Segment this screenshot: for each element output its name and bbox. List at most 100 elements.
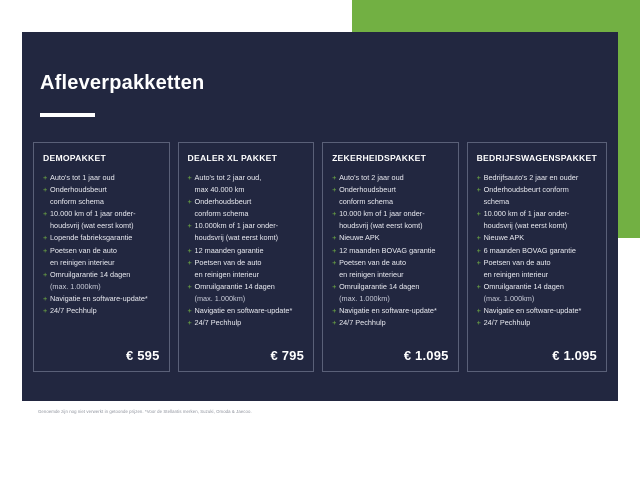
package-feature-item: + Poetsen van de auto — [332, 257, 449, 269]
package-feature-label: (max. 1.000km) — [194, 293, 246, 303]
plus-icon: + — [332, 293, 339, 305]
package-feature-label: Lopende fabrieksgarantie — [50, 233, 133, 243]
plus-icon: + — [187, 306, 192, 316]
plus-icon: + — [332, 233, 337, 243]
package-feature-item: +10.000 km of 1 jaar onder- — [332, 208, 449, 220]
package-feature-item: + Poetsen van de auto — [188, 257, 305, 269]
package-feature-label: Nieuwe APK — [483, 233, 525, 243]
package-feature-item: + Lopende fabrieksgarantie — [43, 232, 160, 244]
plus-icon: + — [187, 173, 192, 182]
package-feature-list: +Auto's tot 1 jaar oud+Onderhoudsbeurt+c… — [43, 172, 160, 342]
package-feature-item: +12 maanden garantie — [188, 245, 305, 257]
package-feature-item: + Auto's tot 1 jaar oud — [43, 172, 160, 184]
package-feature-label: conform schema — [339, 197, 393, 207]
package-price: € 1.095 — [403, 348, 449, 363]
package-feature-label: conform schema — [194, 209, 249, 219]
plus-icon: + — [43, 185, 48, 195]
plus-icon: + — [476, 173, 481, 182]
package-feature-item: +conform schema — [332, 196, 449, 208]
package-price: € 595 — [125, 348, 160, 363]
package-feature-label: max 40.000 km — [194, 185, 245, 195]
package-feature-label: houdsvrij (wat eerst komt) — [194, 233, 279, 243]
package-feature-item: +houdsvrij (wat eerst komt) — [332, 220, 449, 232]
package-card-title: ZEKERHEIDSPAKKET — [332, 153, 427, 163]
plus-icon: + — [332, 196, 339, 208]
package-feature-item: + Omruilgarantie 14 dagen — [477, 281, 597, 293]
package-feature-list: + Bedrijfsauto's 2 jaar en ouder + Onderhou… — [477, 172, 597, 342]
plus-icon: + — [476, 257, 481, 267]
package-feature-item: +24/7 Pechhulp — [43, 305, 160, 317]
plus-icon: + — [187, 281, 192, 291]
package-feature-label: Nieuwe APK — [339, 233, 380, 243]
package-feature-item: + Onderhoudsbeurt — [188, 196, 305, 208]
package-card-title: DEMOPAKKET — [43, 153, 106, 163]
plus-icon: + — [43, 209, 48, 219]
package-card[interactable]: ZEKERHEIDSPAKKET + Auto's tot 2 jaar oud + O… — [322, 142, 459, 372]
plus-icon: + — [332, 220, 339, 232]
plus-icon: + — [476, 245, 481, 255]
package-feature-label: (max. 1.000km) — [483, 293, 535, 303]
plus-icon: + — [43, 257, 50, 269]
package-feature-item: +houdsvrij (wat eerst komt) — [43, 220, 160, 232]
package-feature-label: 12 maanden garantie — [194, 245, 264, 255]
package-feature-label: 10.000 km of 1 jaar onder- — [483, 209, 570, 219]
package-feature-label: 10.000 km of 1 jaar onder- — [50, 209, 136, 219]
package-feature-item: + Omruilgarantie 14 dagen — [332, 281, 449, 293]
plus-icon: + — [43, 269, 48, 279]
plus-icon: + — [476, 209, 481, 219]
plus-icon: + — [187, 257, 192, 267]
package-feature-label: Omruilgarantie 14 dagen — [50, 269, 131, 279]
package-card[interactable]: DEMOPAKKET + Auto's tot 1 jaar oud + Onderho… — [33, 142, 170, 372]
package-price: € 1.095 — [552, 348, 597, 363]
plus-icon: + — [332, 209, 337, 219]
plus-icon: + — [43, 196, 50, 208]
package-card[interactable]: DEALER XL PAKKET+Auto's tot 2 jaar oud,+… — [177, 142, 315, 372]
package-feature-label: en reinigen interieur — [50, 257, 115, 267]
package-cards-row: DEMOPAKKET + Auto's tot 1 jaar oud + Onderho… — [33, 142, 607, 372]
package-feature-label: houdsvrij (wat eerst komt) — [483, 221, 568, 231]
package-feature-label: Auto's tot 2 jaar oud, — [194, 173, 262, 182]
package-feature-label: houdsvrij (wat eerst komt) — [50, 221, 134, 231]
package-feature-item: + Auto's tot 2 jaar oud, — [188, 172, 305, 184]
package-feature-item: +en reinigen interieur — [43, 257, 160, 269]
plus-icon: + — [477, 220, 484, 232]
plus-icon: + — [187, 245, 192, 255]
package-feature-label: Omruilgarantie 14 dagen — [483, 281, 564, 291]
plus-icon: + — [187, 197, 192, 207]
package-feature-item: +24/7 Pechhulp — [477, 317, 597, 329]
package-feature-item: + Onderhoudsbeurt conform — [477, 184, 597, 196]
package-feature-item: + Omruilgarantie 14 dagen — [43, 269, 160, 281]
package-feature-label: Onderhoudsbeurt — [50, 185, 107, 195]
package-feature-label: 24/7 Pechhulp — [483, 318, 531, 328]
plus-icon: + — [332, 245, 337, 255]
package-feature-item: +(max. 1.000km) — [188, 293, 305, 305]
package-feature-item: + Poetsen van de auto — [43, 245, 160, 257]
package-feature-item: + Omruilgarantie 14 dagen — [188, 281, 305, 293]
package-card[interactable]: BEDRIJFSWAGENSPAKKET + Bedrijfsauto's 2 ja… — [466, 142, 607, 372]
package-feature-label: 24/7 Pechhulp — [194, 318, 242, 328]
package-feature-item: +max 40.000 km — [188, 184, 305, 196]
plus-icon: + — [43, 306, 48, 316]
package-feature-label: conform schema — [50, 197, 104, 207]
package-feature-label: en reinigen interieur — [194, 269, 260, 279]
plus-icon: + — [332, 185, 337, 195]
plus-icon: + — [188, 232, 195, 244]
plus-icon: + — [43, 220, 50, 232]
package-feature-label: Poetsen van de auto — [339, 257, 407, 267]
package-feature-item: +(max. 1.000km) — [477, 293, 597, 305]
plus-icon: + — [332, 257, 337, 267]
package-price: € 795 — [270, 348, 305, 363]
footnote-text: Genoemde zijn nog niet verwerkt in getoo… — [38, 409, 252, 414]
package-feature-item: +houdsvrij (wat eerst komt) — [188, 232, 305, 244]
package-feature-label: 24/7 Pechhulp — [50, 306, 97, 316]
package-card-title: BEDRIJFSWAGENSPAKKET — [476, 153, 597, 163]
package-feature-item: + Onderhoudsbeurt — [332, 184, 449, 196]
title-underline-rule — [40, 113, 95, 117]
package-feature-label: Auto's tot 2 jaar oud — [339, 173, 404, 182]
package-feature-item: + Navigatie en software-update* — [188, 305, 305, 317]
package-feature-label: Navigatie en software-update* — [194, 306, 293, 316]
package-feature-label: Auto's tot 1 jaar oud — [50, 173, 115, 182]
plus-icon: + — [477, 269, 484, 281]
package-feature-item: +(max. 1.000km) — [43, 281, 160, 293]
package-feature-item: +conform schema — [43, 196, 160, 208]
